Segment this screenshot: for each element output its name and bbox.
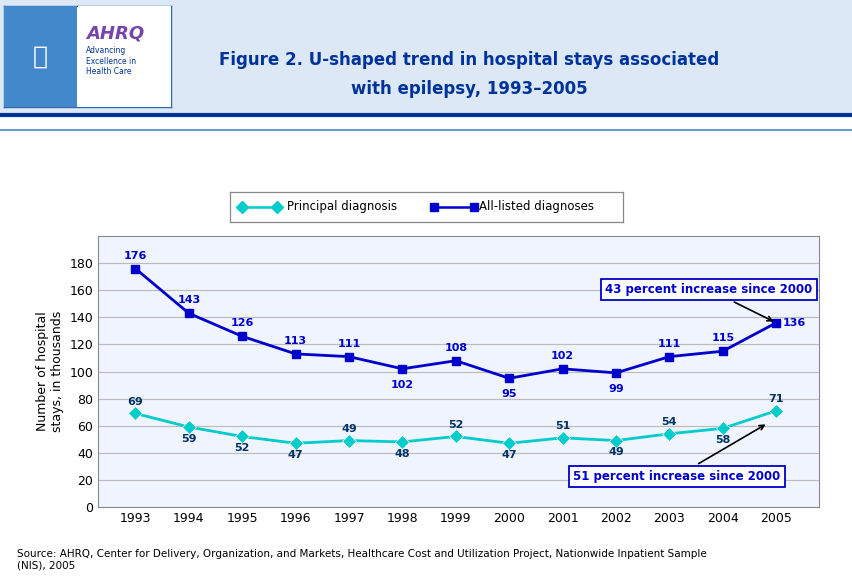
Text: 69: 69	[128, 397, 143, 407]
Text: AHRQ: AHRQ	[86, 25, 144, 43]
Text: 111: 111	[657, 339, 680, 348]
Text: 49: 49	[341, 424, 356, 434]
Text: 102: 102	[390, 380, 413, 389]
Text: 49: 49	[607, 448, 623, 457]
Text: 47: 47	[287, 450, 303, 460]
Text: 102: 102	[550, 351, 573, 361]
Text: 43 percent increase since 2000: 43 percent increase since 2000	[605, 283, 812, 321]
Text: 59: 59	[181, 434, 196, 444]
Text: All-listed diagnoses: All-listed diagnoses	[479, 200, 594, 213]
Text: 51: 51	[555, 421, 570, 431]
Text: 54: 54	[661, 417, 676, 427]
Text: 52: 52	[234, 444, 250, 453]
Text: Source: AHRQ, Center for Delivery, Organization, and Markets, Healthcare Cost an: Source: AHRQ, Center for Delivery, Organ…	[17, 548, 706, 570]
Text: with epilepsy, 1993–2005: with epilepsy, 1993–2005	[350, 80, 587, 98]
Text: 🦅: 🦅	[33, 44, 48, 68]
Text: 51 percent increase since 2000: 51 percent increase since 2000	[573, 425, 780, 483]
Text: 111: 111	[337, 339, 360, 348]
Text: 58: 58	[714, 435, 729, 445]
Text: Figure 2. U-shaped trend in hospital stays associated: Figure 2. U-shaped trend in hospital sta…	[219, 51, 718, 70]
Text: Principal diagnosis: Principal diagnosis	[287, 200, 397, 213]
Text: 108: 108	[444, 343, 467, 353]
Text: 115: 115	[711, 333, 734, 343]
Text: 176: 176	[124, 251, 147, 260]
Text: 95: 95	[501, 389, 516, 399]
Text: 71: 71	[768, 394, 783, 404]
Text: 143: 143	[177, 295, 200, 305]
Y-axis label: Number of hospital
stays, in thousands: Number of hospital stays, in thousands	[36, 311, 64, 432]
Text: 52: 52	[447, 420, 463, 430]
Text: 48: 48	[394, 449, 410, 458]
Text: 113: 113	[284, 336, 307, 346]
Text: 99: 99	[607, 384, 623, 394]
Text: 126: 126	[230, 318, 254, 328]
Text: 47: 47	[501, 450, 516, 460]
Text: 136: 136	[781, 318, 805, 328]
Text: Advancing
Excellence in
Health Care: Advancing Excellence in Health Care	[86, 46, 135, 76]
